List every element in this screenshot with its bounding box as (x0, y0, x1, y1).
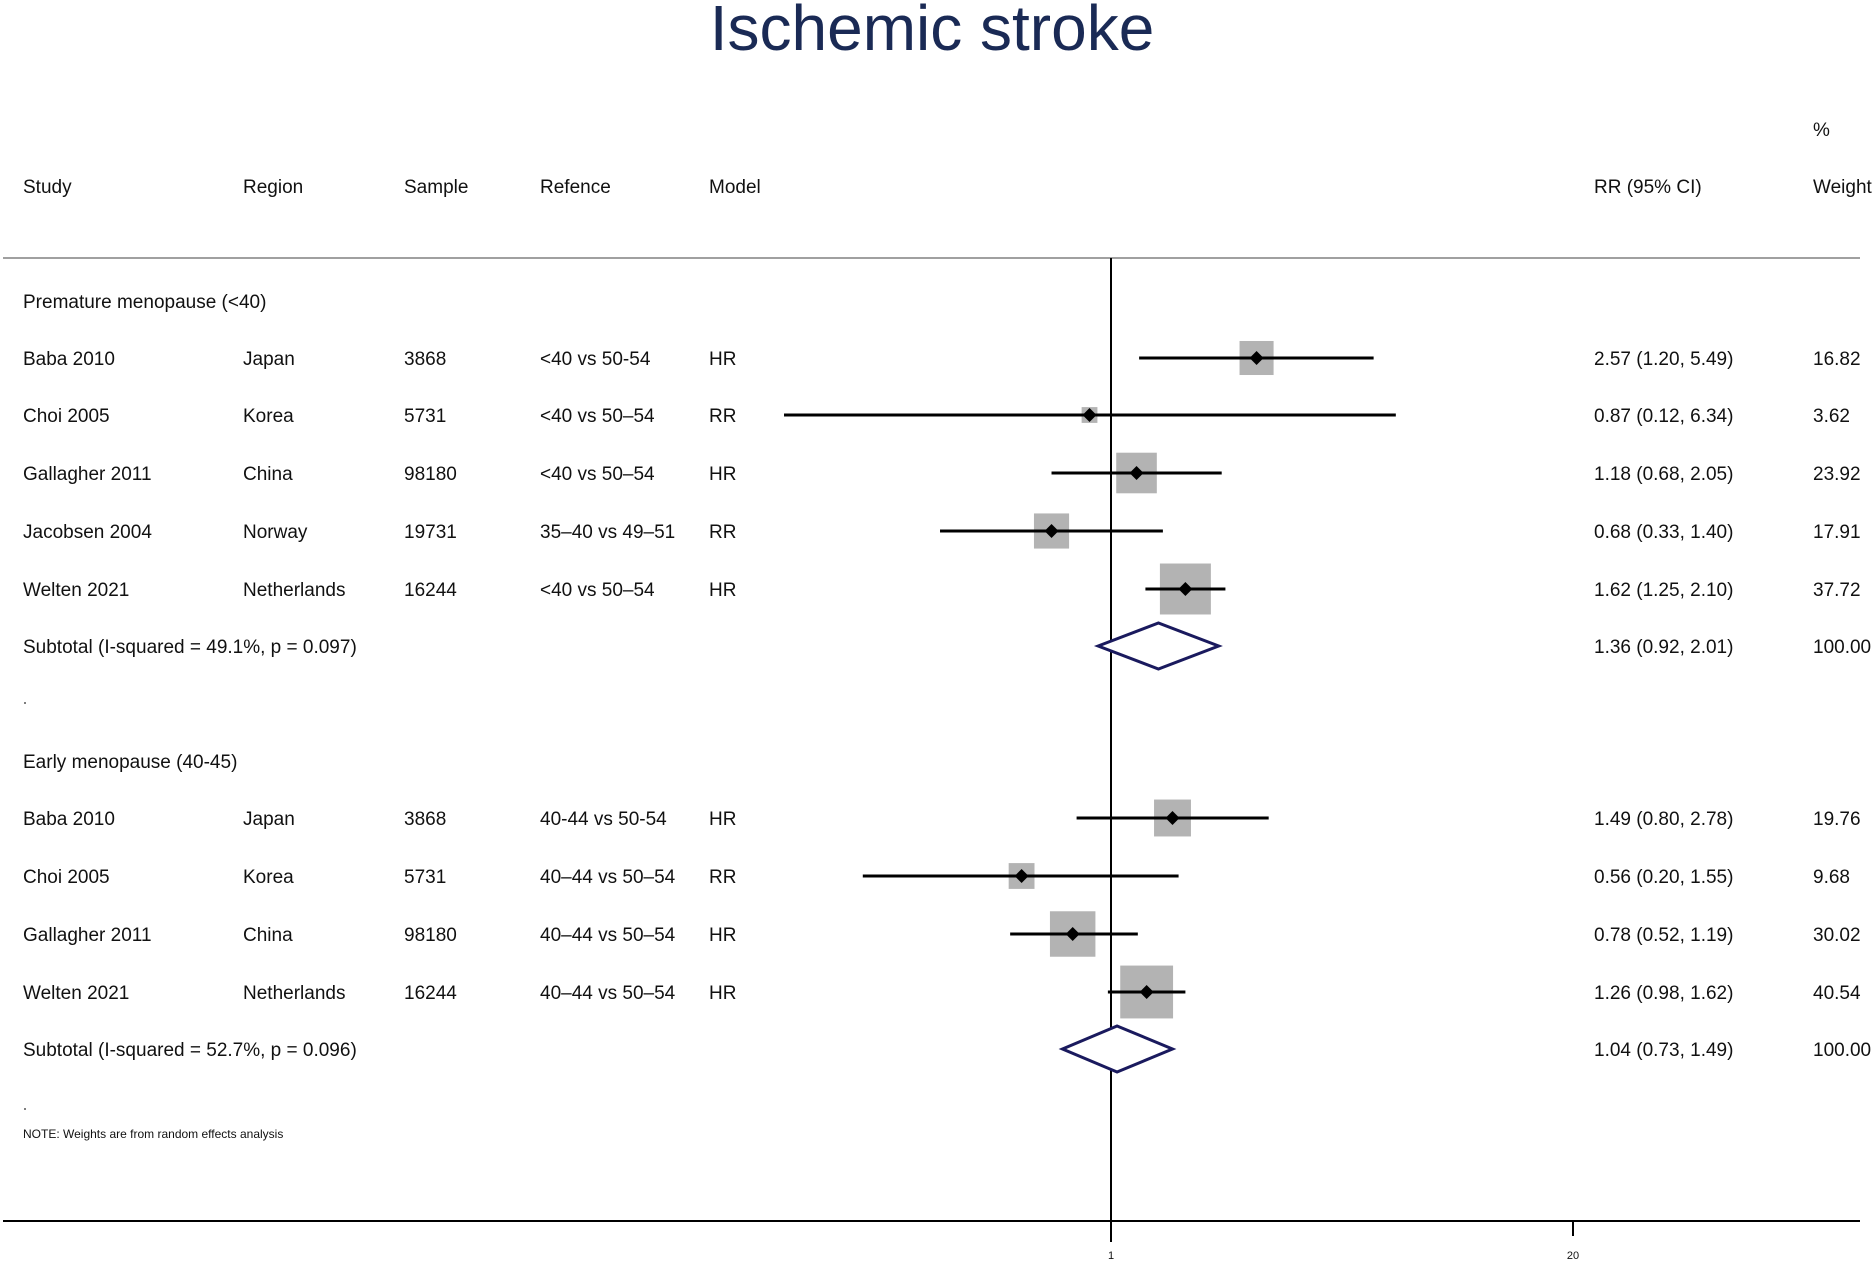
study-name: Choi 2005 (23, 867, 110, 888)
study-rr-ci: 0.56 (0.20, 1.55) (1594, 867, 1733, 888)
study-weight: 19.76 (1813, 809, 1861, 830)
point-estimate (1044, 524, 1059, 538)
region-column-header: Region (243, 177, 303, 198)
study-weight: 9.68 (1813, 867, 1850, 888)
separator-dot (24, 1108, 26, 1110)
study-region: Korea (243, 406, 294, 427)
subtotal-label: Subtotal (I-squared = 49.1%, p = 0.097) (23, 637, 357, 658)
study-model: HR (709, 464, 736, 485)
group-label: Early menopause (40-45) (23, 752, 237, 773)
study-name: Choi 2005 (23, 406, 110, 427)
point-estimate (1014, 869, 1029, 883)
subtotal-rr-ci: 1.04 (0.73, 1.49) (1594, 1040, 1733, 1061)
study-reference: 40–44 vs 50–54 (540, 983, 676, 1004)
study-model: RR (709, 522, 736, 543)
study-rr-ci: 1.18 (0.68, 2.05) (1594, 464, 1733, 485)
study-rr-ci: 1.49 (0.80, 2.78) (1594, 809, 1733, 830)
study-sample: 5731 (404, 406, 446, 427)
weight-column-header: Weight (1813, 177, 1873, 198)
study-rr-ci: 1.62 (1.25, 2.10) (1594, 580, 1733, 601)
study-reference: 40–44 vs 50–54 (540, 867, 676, 888)
chart-title: Ischemic stroke (710, 0, 1155, 64)
sample-column-header: Sample (404, 177, 468, 198)
study-region: Norway (243, 522, 308, 543)
pooled-estimate-diamond (1093, 621, 1223, 671)
study-reference: 40-44 vs 50-54 (540, 809, 667, 830)
point-estimate (1165, 811, 1180, 825)
study-reference: <40 vs 50–54 (540, 580, 655, 601)
study-region: China (243, 925, 293, 946)
study-column-header: Study (23, 177, 72, 198)
point-estimate (1129, 466, 1144, 480)
study-sample: 3868 (404, 809, 446, 830)
study-reference: 40–44 vs 50–54 (540, 925, 676, 946)
study-weight: 17.91 (1813, 522, 1861, 543)
study-sample: 19731 (404, 522, 457, 543)
study-name: Baba 2010 (23, 349, 115, 370)
subtotal-rr-ci: 1.36 (0.92, 2.01) (1594, 637, 1733, 658)
study-sample: 98180 (404, 464, 457, 485)
pooled-estimate-diamond (1058, 1024, 1177, 1074)
weight-header-percent: % (1813, 120, 1830, 141)
study-name: Baba 2010 (23, 809, 115, 830)
study-region: Japan (243, 349, 295, 370)
study-weight: 23.92 (1813, 464, 1861, 485)
study-region: Korea (243, 867, 294, 888)
point-estimate (1065, 927, 1080, 941)
study-model: RR (709, 867, 736, 888)
study-model: HR (709, 349, 736, 370)
study-name: Welten 2021 (23, 580, 129, 601)
subtotal-weight: 100.00 (1813, 637, 1871, 658)
study-reference: <40 vs 50-54 (540, 349, 651, 370)
study-sample: 98180 (404, 925, 457, 946)
study-name: Welten 2021 (23, 983, 129, 1004)
study-sample: 5731 (404, 867, 446, 888)
study-model: HR (709, 983, 736, 1004)
rr-column-header: RR (95% CI) (1594, 177, 1702, 198)
study-weight: 30.02 (1813, 925, 1861, 946)
study-rr-ci: 2.57 (1.20, 5.49) (1594, 349, 1733, 370)
study-rr-ci: 0.87 (0.12, 6.34) (1594, 406, 1733, 427)
study-name: Jacobsen 2004 (23, 522, 152, 543)
study-reference: 35–40 vs 49–51 (540, 522, 675, 543)
separator-dot (24, 702, 26, 704)
study-sample: 3868 (404, 349, 446, 370)
study-rr-ci: 0.78 (0.52, 1.19) (1594, 925, 1733, 946)
study-weight: 37.72 (1813, 580, 1861, 601)
study-model: HR (709, 925, 736, 946)
study-sample: 16244 (404, 580, 457, 601)
study-model: HR (709, 580, 736, 601)
study-model: RR (709, 406, 736, 427)
study-name: Gallagher 2011 (23, 925, 152, 946)
group-label: Premature menopause (<40) (23, 292, 266, 313)
study-weight: 40.54 (1813, 983, 1861, 1004)
point-estimate (1082, 408, 1097, 422)
subtotal-weight: 100.00 (1813, 1040, 1871, 1061)
study-weight: 3.62 (1813, 406, 1850, 427)
study-weight: 16.82 (1813, 349, 1861, 370)
study-sample: 16244 (404, 983, 457, 1004)
model-column-header: Model (709, 177, 761, 198)
footnote: NOTE: Weights are from random effects an… (23, 1127, 283, 1141)
point-estimate (1139, 985, 1154, 999)
reference-column-header: Refence (540, 177, 611, 198)
x-axis-tick-label: 20 (1567, 1250, 1579, 1261)
study-region: Netherlands (243, 983, 345, 1004)
study-rr-ci: 1.26 (0.98, 1.62) (1594, 983, 1733, 1004)
study-region: Japan (243, 809, 295, 830)
study-reference: <40 vs 50–54 (540, 406, 655, 427)
study-region: Netherlands (243, 580, 345, 601)
x-axis-tick-label: 1 (1108, 1250, 1114, 1261)
study-reference: <40 vs 50–54 (540, 464, 655, 485)
point-estimate (1249, 351, 1264, 365)
study-model: HR (709, 809, 736, 830)
subtotal-label: Subtotal (I-squared = 52.7%, p = 0.096) (23, 1040, 357, 1061)
study-name: Gallagher 2011 (23, 464, 152, 485)
point-estimate (1178, 582, 1193, 596)
study-rr-ci: 0.68 (0.33, 1.40) (1594, 522, 1733, 543)
study-region: China (243, 464, 293, 485)
